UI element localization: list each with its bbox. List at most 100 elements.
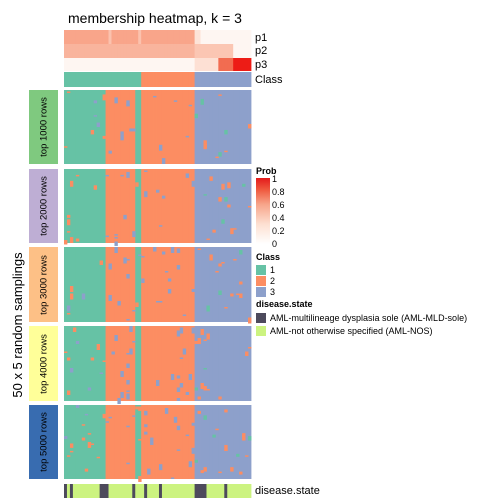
heatmap-cell: [93, 326, 98, 401]
heatmap-cell: [203, 405, 207, 479]
p1-cell: [75, 30, 80, 44]
heatmap-noise: [179, 327, 184, 334]
heatmap-noise: [203, 415, 207, 420]
heatmap-cell: [170, 169, 175, 243]
disease-state-cell: [123, 484, 127, 498]
heatmap-cell: [209, 90, 213, 164]
heatmap-cell: [233, 169, 237, 243]
heatmap-cell: [248, 326, 252, 401]
heatmap-noise: [66, 305, 71, 312]
disease-state-cell: [200, 484, 204, 498]
p3-cell: [188, 58, 193, 71]
class-cell: [185, 72, 190, 87]
heatmap-noise: [153, 95, 157, 98]
disease-state-cell: [102, 484, 106, 498]
heatmap-noise: [75, 238, 80, 242]
heatmap-noise: [156, 380, 160, 386]
heatmap-cell: [84, 169, 89, 243]
class-cell: [206, 72, 210, 87]
heatmap-noise: [185, 434, 190, 437]
p1-cell: [147, 30, 151, 44]
heatmap-noise: [224, 409, 228, 413]
disease-state-cell: [138, 484, 142, 498]
p2-cell: [161, 44, 166, 58]
heatmap-noise: [96, 456, 101, 459]
p2-cell: [239, 44, 243, 58]
heatmap-cell: [114, 247, 118, 322]
heatmap-cell: [239, 326, 243, 401]
heatmap-noise: [156, 189, 160, 193]
class-cell: [105, 72, 109, 87]
disease-state-cell: [221, 484, 225, 498]
p2-cell: [138, 44, 142, 58]
class-cell: [164, 72, 169, 87]
heatmap-cell: [150, 326, 154, 401]
p3-cell: [153, 58, 157, 71]
heatmap-cell: [114, 90, 118, 164]
heatmap-cell: [156, 247, 160, 322]
disease-state-cell: [188, 484, 193, 498]
heatmap-cell: [182, 90, 187, 164]
heatmap-noise: [245, 455, 249, 457]
heatmap-noise: [215, 428, 219, 431]
heatmap-noise: [197, 248, 201, 250]
p3-cell: [144, 58, 148, 71]
heatmap-noise: [194, 459, 198, 463]
heatmap-cell: [164, 326, 169, 401]
heatmap-cell: [191, 169, 195, 243]
p2-cell: [135, 44, 139, 58]
heatmap-cell: [120, 326, 124, 401]
heatmap-cell: [206, 169, 210, 243]
heatmap-noise: [105, 235, 109, 238]
heatmap-cell: [90, 90, 95, 164]
p3-cell: [221, 58, 225, 71]
heatmap-cell: [108, 405, 112, 479]
p2-cell: [242, 44, 246, 58]
p3-cell: [170, 58, 175, 71]
heatmap-cell: [141, 90, 145, 164]
p2-cell: [206, 44, 210, 58]
heatmap-cell: [117, 326, 121, 401]
p1-cell: [206, 30, 210, 44]
heatmap-cell: [212, 405, 216, 479]
heatmap-cell: [212, 90, 216, 164]
heatmap-cell: [141, 247, 145, 322]
heatmap-panel: [64, 90, 252, 164]
p1-cell: [126, 30, 130, 44]
heatmap-noise: [224, 150, 228, 153]
class-cell: [150, 72, 154, 87]
heatmap-cell: [245, 247, 249, 322]
row-label-disease-state: disease.state: [255, 485, 320, 497]
heatmap-cell: [147, 326, 151, 401]
heatmap-noise: [132, 415, 136, 417]
heatmap-noise: [158, 144, 163, 151]
heatmap-cell: [179, 326, 184, 401]
heatmap-noise: [236, 293, 240, 295]
p3-cell: [197, 58, 201, 71]
heatmap-cell: [87, 90, 92, 164]
disease-state-cell: [227, 484, 231, 498]
class-cell: [200, 72, 204, 87]
heatmap-noise: [75, 174, 80, 177]
heatmap-noise: [224, 444, 228, 451]
heatmap-cell: [167, 169, 172, 243]
p2-cell: [167, 44, 172, 58]
p2-cell: [194, 44, 198, 58]
p1-cell: [72, 30, 77, 44]
heatmap-noise: [176, 398, 181, 401]
disease-state-cell: [132, 484, 136, 498]
p2-cell: [78, 44, 83, 58]
heatmap-cell: [203, 326, 207, 401]
heatmap-noise: [176, 387, 181, 392]
heatmap-noise: [126, 171, 130, 178]
heatmap-noise: [197, 410, 201, 414]
class-cell: [227, 72, 231, 87]
heatmap-cell: [236, 90, 240, 164]
heatmap-cell: [105, 90, 109, 164]
p1-cell: [84, 30, 89, 44]
class-cell: [84, 72, 89, 87]
heatmap-cell: [173, 247, 178, 322]
heatmap-cell: [66, 90, 71, 164]
p1-cell: [93, 30, 98, 44]
heatmap-cell: [164, 405, 169, 479]
